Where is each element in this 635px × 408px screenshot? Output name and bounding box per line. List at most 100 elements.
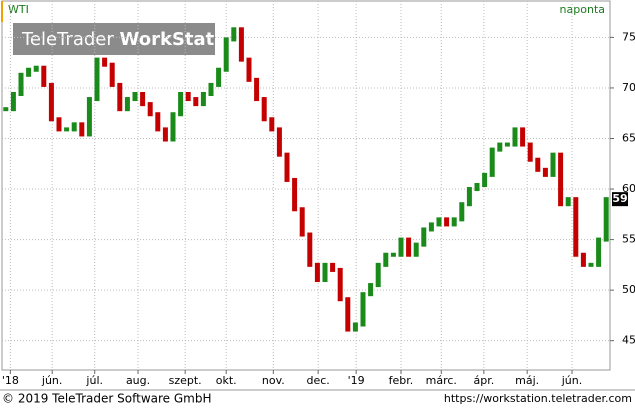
y-tick-label: 65 (622, 131, 635, 144)
price-bar (573, 197, 579, 257)
x-tick-label: '18 (2, 374, 19, 387)
price-bar (276, 127, 282, 157)
price-bar (459, 202, 465, 222)
price-bar (3, 107, 9, 112)
price-bar (71, 122, 77, 132)
price-bar (269, 117, 275, 132)
price-bar (124, 97, 130, 112)
price-bar (466, 187, 472, 207)
y-tick-label: 75 (622, 30, 635, 43)
price-bar (18, 72, 24, 97)
price-bar (86, 97, 92, 137)
x-tick-label: júl. (85, 374, 103, 387)
price-bar (109, 62, 115, 87)
x-tick-label: jún. (561, 374, 583, 387)
x-tick-label: aug. (126, 374, 150, 387)
y-tick-label: 45 (622, 334, 635, 347)
price-bar (352, 322, 358, 332)
price-bar (368, 283, 374, 297)
price-bar (497, 142, 503, 152)
price-bar (520, 127, 526, 147)
y-tick-label: 70 (622, 81, 635, 94)
plot-frame (1, 0, 611, 371)
price-bar (406, 237, 412, 257)
price-bar (398, 237, 404, 257)
price-bar (261, 97, 267, 122)
price-bar (117, 82, 123, 112)
last-value-box (612, 192, 628, 207)
price-bar (383, 252, 389, 267)
x-tick-label: febr. (389, 374, 414, 387)
y-tick-label: 60 (622, 182, 635, 195)
price-bar (413, 242, 419, 257)
price-bar (596, 237, 602, 267)
x-tick-label: jún. (41, 374, 63, 387)
x-tick-label: okt. (216, 374, 237, 387)
price-bar (10, 92, 16, 112)
price-bar (375, 262, 381, 288)
x-tick-label: nov. (262, 374, 285, 387)
price-bar (284, 152, 290, 182)
price-bar (390, 252, 396, 257)
price-bar (155, 112, 161, 132)
price-bar (185, 92, 191, 102)
chart-subtitle: naponta (560, 3, 605, 16)
watermark-product: WorkStation (120, 29, 246, 50)
price-bar (64, 127, 70, 132)
price-bar (474, 182, 480, 192)
price-bar (147, 102, 153, 117)
footer-url: https://workstation.teletrader.com (444, 392, 632, 405)
x-tick-label: máj. (515, 374, 539, 387)
footer-copyright: © 2019 TeleTrader Software GmbH (2, 392, 212, 406)
x-tick-label: dec. (307, 374, 330, 387)
price-bar (162, 127, 168, 142)
price-bar (292, 177, 298, 212)
watermark-brand: TeleTrader (21, 29, 114, 50)
price-bar (254, 77, 260, 102)
price-bar (588, 262, 594, 267)
price-bar (542, 167, 548, 177)
price-bar (337, 267, 343, 302)
price-bar (178, 92, 184, 117)
price-bar (558, 152, 564, 207)
price-bar (41, 65, 47, 87)
price-bar (48, 82, 54, 122)
x-tick-label: márc. (426, 374, 457, 387)
watermark-box (13, 23, 215, 55)
price-bar (102, 57, 108, 67)
price-bar (200, 92, 206, 107)
price-bar (322, 262, 328, 283)
price-bar (428, 222, 434, 232)
price-bar (94, 57, 100, 102)
price-bar (193, 97, 199, 107)
price-bar (603, 197, 609, 242)
x-tick-label: szept. (169, 374, 202, 387)
price-bar (535, 157, 541, 172)
price-bar (330, 262, 336, 272)
x-tick-label: '19 (348, 374, 365, 387)
price-bar (79, 122, 85, 137)
price-bar (170, 112, 176, 142)
price-bar (223, 37, 229, 72)
price-bar (132, 92, 138, 102)
y-tick-label: 50 (622, 283, 635, 296)
price-bar (26, 67, 32, 77)
price-bar (307, 232, 313, 267)
y-tick-label: 55 (622, 233, 635, 246)
price-bar (314, 262, 320, 283)
price-bar (451, 217, 457, 227)
price-bar (299, 207, 305, 237)
price-bar (345, 297, 351, 332)
price-bar (238, 27, 244, 62)
price-bar (436, 217, 442, 227)
price-bar (421, 227, 427, 247)
price-bar (504, 142, 510, 147)
chart-title: WTI (8, 3, 29, 16)
price-bar (33, 65, 39, 72)
price-bar (231, 27, 237, 42)
price-bar (56, 117, 62, 132)
price-bar (489, 147, 495, 177)
price-bar (527, 142, 533, 162)
